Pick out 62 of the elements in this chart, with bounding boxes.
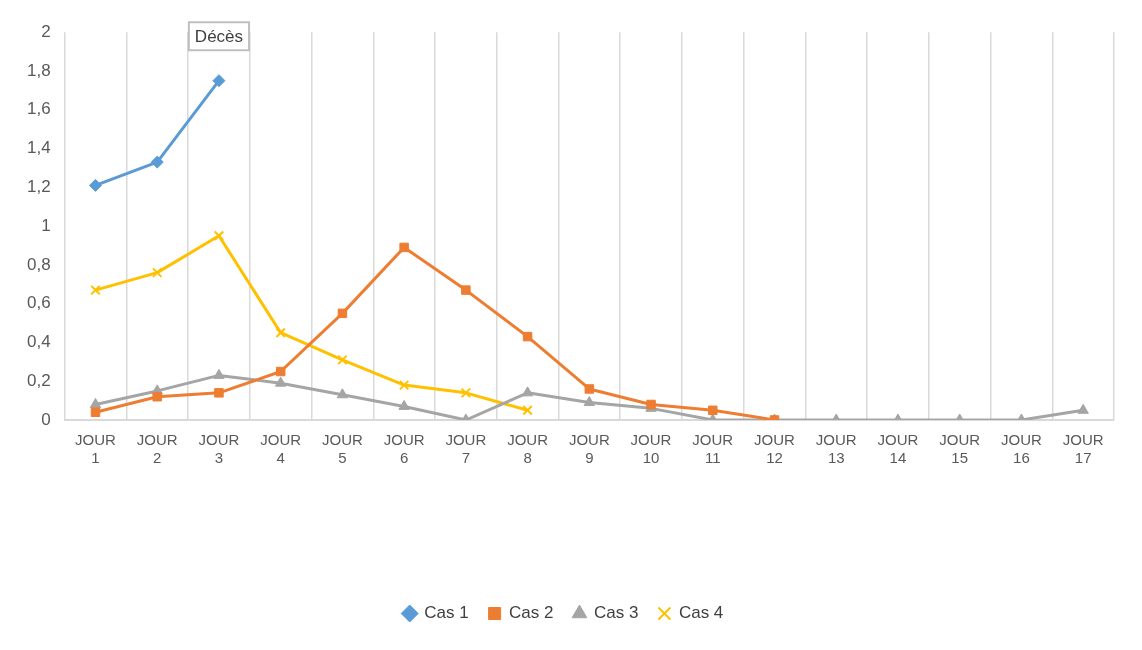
point (212, 74, 226, 88)
y-tick-label: 0,2 (26, 370, 51, 390)
legend-label: Cas 4 (678, 603, 724, 623)
point (1077, 403, 1089, 414)
x-tick-label: JOUR 5 (321, 431, 363, 467)
point (213, 368, 225, 379)
x-tick-label: JOUR 14 (877, 431, 919, 467)
point (583, 396, 596, 407)
point (152, 391, 162, 402)
x-tick-label: JOUR 2 (136, 431, 178, 467)
legend-label: Cas 2 (509, 603, 554, 623)
point (337, 308, 348, 319)
x-tick-label: JOUR 10 (630, 431, 672, 467)
annotation: Décès (194, 26, 244, 46)
y-tick-label: 0,4 (26, 332, 51, 352)
point (275, 366, 286, 377)
point (89, 397, 102, 408)
x-tick-label: JOUR 8 (507, 431, 549, 467)
legend-label: Cas 3 (594, 603, 639, 623)
point (89, 178, 102, 192)
point (461, 285, 471, 295)
x-tick-label: JOUR 17 (1062, 431, 1104, 467)
point (213, 230, 225, 242)
x-tick-label: JOUR 9 (568, 431, 610, 467)
x-tick-label: JOUR 11 (692, 431, 734, 467)
y-tick-label: 1,6 (26, 99, 51, 119)
x-tick-label: JOUR 7 (445, 431, 487, 467)
x-tick-label: JOUR 13 (815, 431, 857, 467)
point (398, 379, 410, 391)
y-tick-label: 1,2 (26, 177, 51, 197)
point (90, 407, 101, 417)
x-tick-label: JOUR 12 (754, 431, 796, 467)
point (398, 399, 410, 410)
point (460, 387, 472, 399)
point (151, 267, 163, 278)
point (708, 405, 718, 416)
y-tick-label: 1 (41, 215, 51, 235)
x-tick-label: JOUR 1 (75, 431, 117, 467)
point (584, 384, 595, 394)
point (522, 331, 533, 342)
point (274, 376, 287, 387)
point (399, 242, 409, 253)
x-tick-label: JOUR 3 (198, 431, 240, 467)
point (521, 386, 534, 397)
x-tick-label: JOUR 6 (383, 431, 425, 467)
point (214, 388, 224, 398)
y-tick-label: 0,8 (26, 254, 51, 274)
point (336, 388, 349, 399)
legend-label: Cas 1 (424, 603, 469, 623)
point (337, 354, 348, 366)
y-tick-label: 1,8 (26, 60, 51, 80)
y-tick-label: 0,6 (26, 293, 51, 313)
y-tick-label: 1,4 (26, 138, 51, 158)
point (522, 405, 533, 416)
y-tick-label: 2 (41, 21, 51, 41)
point (90, 284, 101, 296)
x-tick-label: JOUR 4 (260, 431, 302, 467)
point (150, 155, 164, 169)
x-tick-label: JOUR 16 (1000, 431, 1042, 467)
x-tick-label: JOUR 15 (939, 431, 981, 467)
y-tick-label: 0 (41, 409, 51, 429)
point (275, 327, 286, 338)
